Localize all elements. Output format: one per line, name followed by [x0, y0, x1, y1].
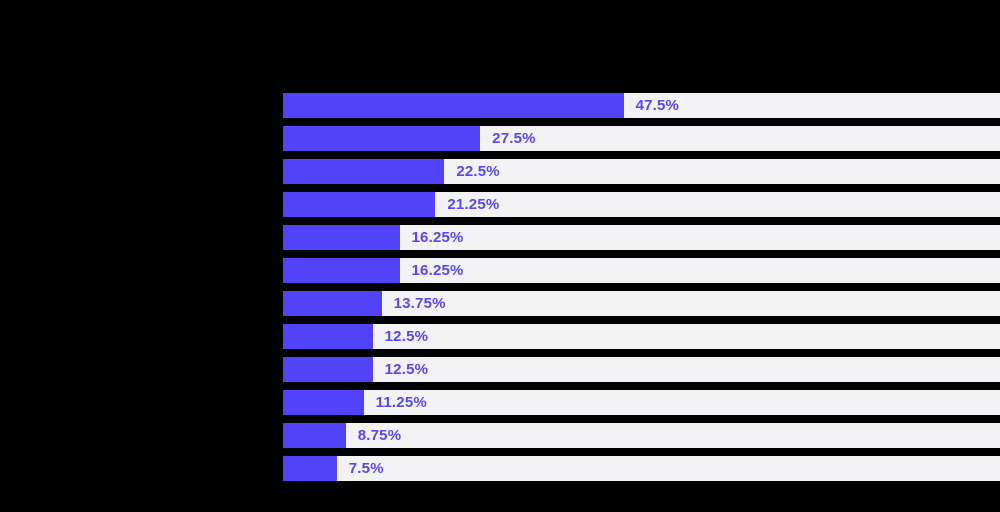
bar-fill: [283, 258, 400, 283]
bar-fill: [283, 357, 373, 382]
bar-value-label: 27.5%: [492, 130, 536, 147]
bar-track: [283, 357, 1000, 382]
bar-value-label: 12.5%: [384, 328, 429, 345]
bar-row: 21.25%: [283, 192, 1000, 217]
bar-fill: [283, 324, 373, 349]
bar-value-label: 8.75%: [357, 427, 402, 444]
bar-row: 11.25%: [283, 390, 1000, 415]
bar-row: 13.75%: [283, 291, 1000, 316]
bar-fill: [283, 159, 445, 184]
bar-value-label: 22.5%: [456, 163, 500, 180]
bar-value-label: 11.25%: [375, 394, 427, 411]
bar-track: [283, 324, 1000, 349]
bar-row: 7.5%: [283, 456, 1000, 481]
bar-track: [283, 258, 1000, 283]
bar-track: [283, 423, 1000, 448]
bar-row: 22.5%: [283, 159, 1000, 184]
bar-fill: [283, 390, 364, 415]
bar-row: 8.75%: [283, 423, 1000, 448]
bar-value-label: 7.5%: [348, 460, 384, 477]
bar-row: 16.25%: [283, 225, 1000, 250]
bar-value-label: 47.5%: [635, 97, 680, 114]
bar-row: 12.5%: [283, 357, 1000, 382]
bar-value-label: 21.25%: [447, 196, 500, 213]
bar-fill: [283, 456, 337, 481]
bar-row: 16.25%: [283, 258, 1000, 283]
bar-fill: [283, 126, 481, 151]
bar-track: [283, 456, 1000, 481]
bar-fill: [283, 225, 400, 250]
bar-track: [283, 225, 1000, 250]
bar-value-label: 16.25%: [411, 229, 464, 246]
bar-row: 12.5%: [283, 324, 1000, 349]
bar-row: 27.5%: [283, 126, 1000, 151]
horizontal-bar-chart: 47.5% 27.5% 22.5% 21.25% 16.25% 16.25% 1…: [283, 93, 1000, 481]
bar-fill: [283, 291, 382, 316]
bar-fill: [283, 192, 436, 217]
bar-track: [283, 291, 1000, 316]
bar-value-label: 13.75%: [393, 295, 446, 312]
bar-row: 47.5%: [283, 93, 1000, 118]
bar-fill: [283, 93, 624, 118]
bar-fill: [283, 423, 346, 448]
bar-track: [283, 390, 1000, 415]
bar-value-label: 12.5%: [384, 361, 429, 378]
bar-value-label: 16.25%: [411, 262, 464, 279]
